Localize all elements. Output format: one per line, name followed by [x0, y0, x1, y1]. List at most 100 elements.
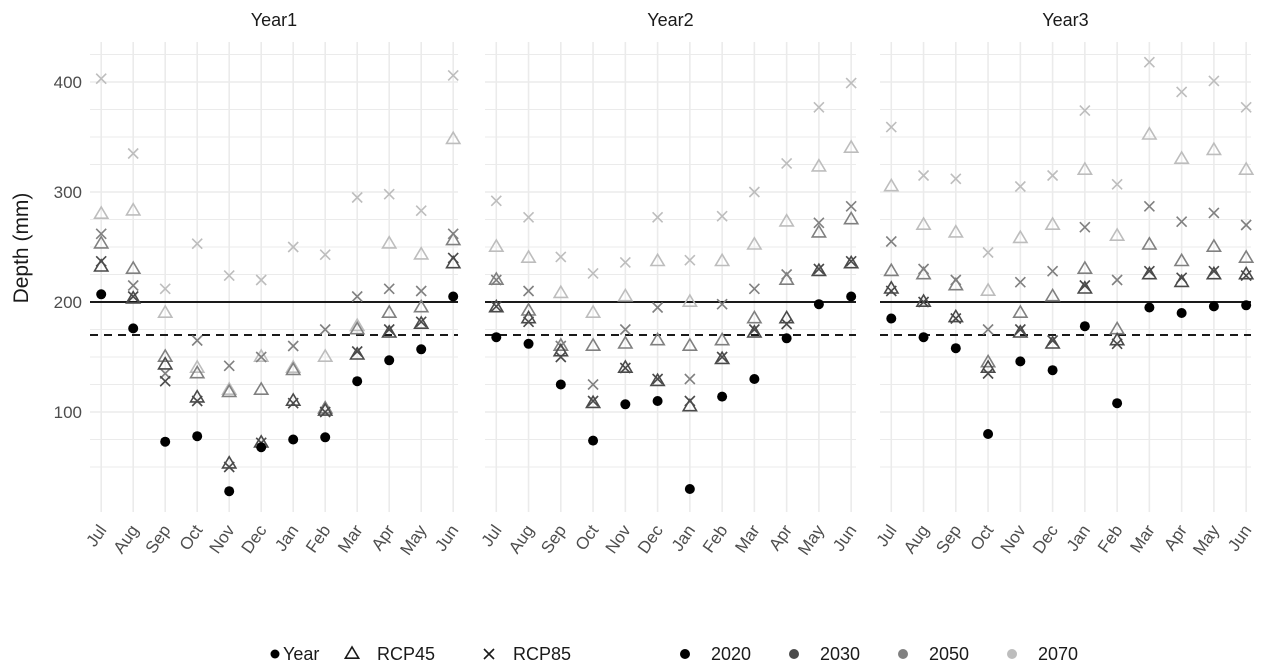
rcp85-2050-point: [383, 283, 395, 295]
baseline-2020-point: [192, 431, 203, 442]
rcp85-2030-point: [319, 406, 331, 418]
rcp85-2030-point: [813, 263, 825, 275]
rcp85-2070-point: [191, 238, 203, 250]
rcp45-2050-point: [585, 337, 602, 352]
rcp45-2050-point: [157, 348, 174, 363]
x-tick-label: Nov: [206, 521, 239, 557]
rcp45-2070-point: [1109, 227, 1126, 241]
rcp45-2030-point: [915, 293, 932, 308]
rcp85-2070-point: [845, 77, 857, 89]
rcp85-2030-point: [587, 395, 599, 407]
rcp45-2030-point: [413, 315, 430, 330]
x-tick-label: Jul: [82, 521, 110, 550]
rcp85-2030-point: [917, 296, 930, 308]
rcp85-2050-point: [447, 228, 459, 240]
rcp45-2050-point: [1012, 304, 1029, 319]
rcp85-2070-point: [1079, 105, 1091, 117]
y-axis: Depth (mm) 100 200 300 400: [10, 73, 82, 422]
rcp85-2050-point: [522, 285, 535, 297]
rcp85-2070-point: [1014, 180, 1026, 193]
rcp85-2070-point: [490, 195, 502, 207]
baseline-2020-point: [1176, 308, 1187, 318]
baseline-2020-point: [749, 374, 760, 384]
rcp85-2030-point: [619, 362, 631, 374]
rcp45-2070-point: [617, 287, 634, 302]
rcp45-2030-point: [552, 342, 569, 357]
rcp85-2030-point: [383, 323, 395, 336]
rcp85-2030-point: [1047, 334, 1059, 347]
rcp85-2050-point: [781, 268, 793, 281]
rcp45-2070-point: [1012, 229, 1029, 244]
rcp85-2050-point: [191, 334, 203, 347]
rcp85-2070-point: [555, 251, 567, 263]
x-tick-label: Feb: [1094, 521, 1126, 556]
x-tick-label: May: [1189, 521, 1223, 559]
rcp45-2070-point: [746, 236, 763, 250]
rcp45-2030-point: [714, 350, 731, 365]
rcp85-2050-point: [95, 228, 107, 240]
x-tick-label: Jul: [873, 521, 901, 550]
rcp45-2070-point: [1205, 141, 1222, 156]
rcp85-2070-point: [127, 147, 139, 160]
rcp45-2070-point: [488, 238, 505, 252]
rcp45-2070-point: [413, 246, 430, 260]
baseline-2020-point: [256, 442, 267, 453]
y-tick-label: 300: [54, 183, 82, 202]
rcp45-2050-point: [1238, 249, 1255, 264]
rcp85-2050-point: [351, 290, 363, 303]
rcp45-2070-point: [778, 213, 795, 227]
x-tick-label: Jul: [478, 521, 506, 550]
x-tick-label: Dec: [238, 521, 271, 557]
baseline-2020-point: [352, 376, 363, 387]
rcp85-2050-point: [255, 351, 267, 363]
rcp45-2030-point: [381, 324, 398, 338]
rcp45-2050-point: [488, 271, 505, 286]
rcp45-2070-point: [1238, 161, 1255, 175]
rcp85-2030-point: [684, 395, 696, 407]
rcp85-2070-point: [982, 246, 994, 259]
x-tick-label: Aug: [900, 521, 933, 557]
rcp85-2070-point: [383, 188, 395, 200]
baseline-2020-point: [288, 434, 299, 445]
rcp45-2030-point: [1076, 280, 1093, 294]
rcp85-2030-point: [95, 255, 107, 267]
x-tick-label: Nov: [997, 521, 1030, 557]
rcp45-2030-point: [778, 309, 795, 324]
rcp85-2050-point: [490, 274, 502, 286]
baseline-2020-point: [491, 332, 502, 343]
x-tick-label: Apr: [368, 521, 399, 554]
rcp45-2050-point: [1205, 238, 1222, 252]
rcp45-2050-point: [746, 309, 763, 324]
y-tick-label: 400: [54, 73, 82, 92]
baseline-2020-point: [781, 333, 792, 344]
baseline-2020-point: [320, 432, 331, 443]
legend-year-key: [270, 649, 280, 659]
x-tick-label: Jan: [668, 521, 699, 554]
rcp85-2070-point: [813, 101, 825, 113]
rcp85-2070-point: [287, 241, 299, 253]
x-tick-label: Mar: [1126, 521, 1159, 556]
legend-rcp85-label: RCP85: [513, 644, 571, 664]
rcp45-2050-point: [649, 331, 666, 346]
rcp45-2070-point: [157, 304, 174, 319]
rcp45-2050-point: [1141, 236, 1158, 250]
rcp45-2050-point: [883, 262, 900, 277]
rcp85-2070-point: [885, 121, 897, 133]
rcp45-2050-point: [381, 304, 398, 319]
rcp85-2070-point: [255, 274, 267, 286]
rcp45-2050-point: [93, 235, 110, 249]
rcp85-2050-point: [287, 340, 299, 352]
rcp45-2070-point: [93, 205, 110, 219]
x-tick-label: Nov: [602, 521, 635, 557]
rcp45-2050-point: [1044, 287, 1061, 302]
legend-2020-key: [680, 649, 690, 659]
rcp45-2030-point: [843, 254, 860, 269]
rcp85-2050-point: [1111, 274, 1123, 286]
rcp85-2050-point: [1240, 219, 1252, 231]
rcp85-2050-point: [684, 373, 696, 385]
rcp45-2070-point: [681, 293, 698, 308]
